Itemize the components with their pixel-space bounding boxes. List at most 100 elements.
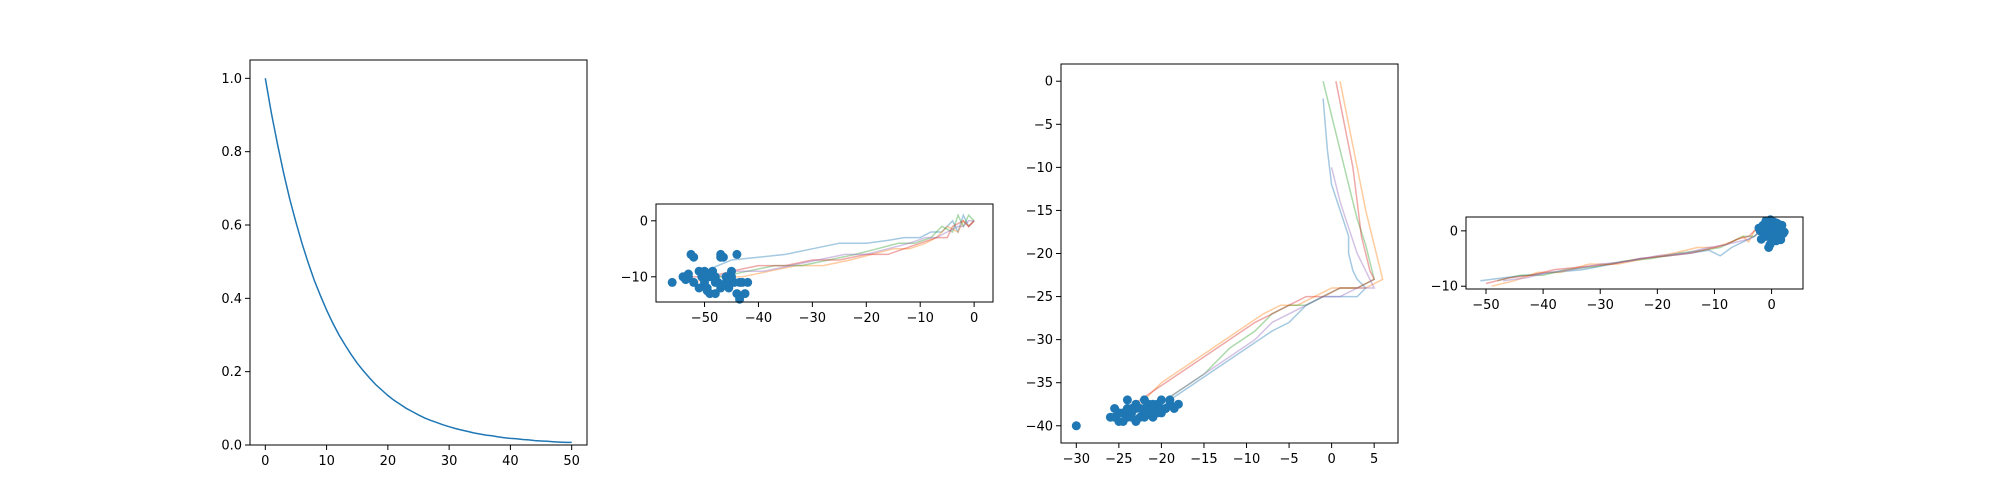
x-tick-label: −30 xyxy=(1063,452,1090,467)
x-tick-label: 20 xyxy=(380,454,397,469)
x-tick-label: 0 xyxy=(261,454,269,469)
x-tick-label: −25 xyxy=(1105,452,1132,467)
axes-frame xyxy=(1465,216,1804,290)
scatter-point xyxy=(1165,395,1175,405)
scatter-point xyxy=(1765,240,1775,250)
series-line xyxy=(693,219,975,284)
x-tick-label: −20 xyxy=(853,311,880,326)
scatter-point xyxy=(694,283,704,293)
x-tick-label: −20 xyxy=(1644,298,1671,313)
y-tick-label: −10 xyxy=(1431,280,1458,295)
series-line xyxy=(1126,81,1376,410)
x-tick-label: 5 xyxy=(1370,452,1378,467)
scatter-point xyxy=(743,277,753,287)
scatter-point xyxy=(732,249,742,259)
y-tick-label: −15 xyxy=(1026,204,1053,219)
x-tick-label: −50 xyxy=(1472,298,1499,313)
y-tick-label: −10 xyxy=(621,270,648,285)
y-tick-label: −20 xyxy=(1026,247,1053,262)
series-line xyxy=(704,220,975,284)
x-tick-label: 0 xyxy=(970,311,978,326)
x-tick-label: −5 xyxy=(1279,452,1298,467)
x-tick-label: 10 xyxy=(318,454,335,469)
x-tick-label: −10 xyxy=(1701,298,1728,313)
scatter-point xyxy=(705,272,715,282)
scatter-point xyxy=(683,272,693,282)
y-tick-label: 0.0 xyxy=(221,439,242,454)
scatter-point xyxy=(1156,404,1166,413)
y-tick-label: 0 xyxy=(640,214,648,229)
series-line xyxy=(264,78,572,444)
y-tick-label: 0 xyxy=(1450,224,1458,239)
scatter-point xyxy=(697,269,707,279)
scatter-point xyxy=(667,277,677,287)
scatter-point xyxy=(1127,412,1137,422)
scatter-point xyxy=(716,252,726,262)
scatter-point xyxy=(721,277,731,287)
scatter-point xyxy=(735,294,745,304)
series-line xyxy=(688,219,975,278)
y-tick-label: −5 xyxy=(1034,118,1053,133)
scatter-point xyxy=(689,252,699,262)
scatter-point xyxy=(689,277,699,287)
x-tick-label: −10 xyxy=(1233,452,1260,467)
series-line xyxy=(1485,224,1773,285)
x-tick-label: −50 xyxy=(691,311,718,326)
x-tick-label: 30 xyxy=(441,454,458,469)
y-tick-label: −35 xyxy=(1026,376,1053,391)
scatter-point xyxy=(1173,399,1183,409)
scatter-point xyxy=(1110,412,1120,422)
x-tick-label: 50 xyxy=(563,454,580,469)
y-tick-label: 0 xyxy=(1045,75,1053,90)
scatter-point xyxy=(716,283,726,293)
series-line xyxy=(699,213,975,278)
scatter-point xyxy=(710,277,720,287)
scatter-point xyxy=(740,289,750,299)
x-tick-label: −20 xyxy=(1148,452,1175,467)
y-tick-label: −10 xyxy=(1026,161,1053,176)
chart-3-trajectories: −30 −25 −20 −15 −10 −5 0 5 −40 −35 −30 −25 −20 −15 −10… xyxy=(1026,63,1399,467)
scatter-point xyxy=(1139,395,1149,405)
scatter-point xyxy=(1144,408,1154,418)
y-tick-label: −30 xyxy=(1026,333,1053,348)
scatter-point xyxy=(1156,395,1166,405)
y-tick-label: −25 xyxy=(1026,290,1053,305)
series-line xyxy=(1135,81,1384,410)
y-tick-label: −40 xyxy=(1026,419,1053,434)
y-tick-label: 0.2 xyxy=(221,365,242,380)
scatter-point xyxy=(1071,421,1081,431)
axes-frame xyxy=(249,59,588,446)
axes-frame xyxy=(655,203,994,303)
chart-1-exponential-decay: 0 10 20 30 40 50 0.0 0.2 0.4 0.6 0.8 1.0 xyxy=(221,59,588,469)
scatter-point xyxy=(1756,234,1766,244)
x-tick-label: −30 xyxy=(1587,298,1614,313)
scatter-point xyxy=(735,277,745,287)
x-tick-label: −40 xyxy=(745,311,772,326)
x-tick-label: 0 xyxy=(1327,452,1335,467)
series-line xyxy=(1152,167,1376,410)
series-line xyxy=(1152,81,1376,410)
scatter-point xyxy=(1779,227,1789,237)
scatter-point xyxy=(1758,224,1768,234)
series-line xyxy=(704,213,975,272)
scatter-point xyxy=(1772,218,1782,228)
scatter-point xyxy=(1767,229,1777,239)
x-tick-label: 40 xyxy=(502,454,519,469)
scatter-point xyxy=(1148,399,1158,409)
y-tick-label: 0.8 xyxy=(221,145,242,160)
x-tick-label: −40 xyxy=(1529,298,1556,313)
scatter-point xyxy=(710,289,720,299)
x-tick-label: −15 xyxy=(1190,452,1217,467)
y-tick-label: 1.0 xyxy=(221,72,242,87)
scatter-point xyxy=(1118,417,1128,426)
chart-4-trajectories: −50 −40 −30 −20 −10 0 −10 0 xyxy=(1431,215,1804,313)
series-line xyxy=(1144,98,1367,410)
scatter-point xyxy=(1122,395,1132,405)
x-tick-label: −10 xyxy=(906,311,933,326)
scatter-point xyxy=(1761,216,1771,226)
scatter-point xyxy=(727,272,736,282)
scatter-point xyxy=(1776,235,1786,245)
x-tick-label: −30 xyxy=(799,311,826,326)
chart-2-trajectories: −50 −40 −30 −20 −10 0 −10 0 xyxy=(621,203,994,326)
